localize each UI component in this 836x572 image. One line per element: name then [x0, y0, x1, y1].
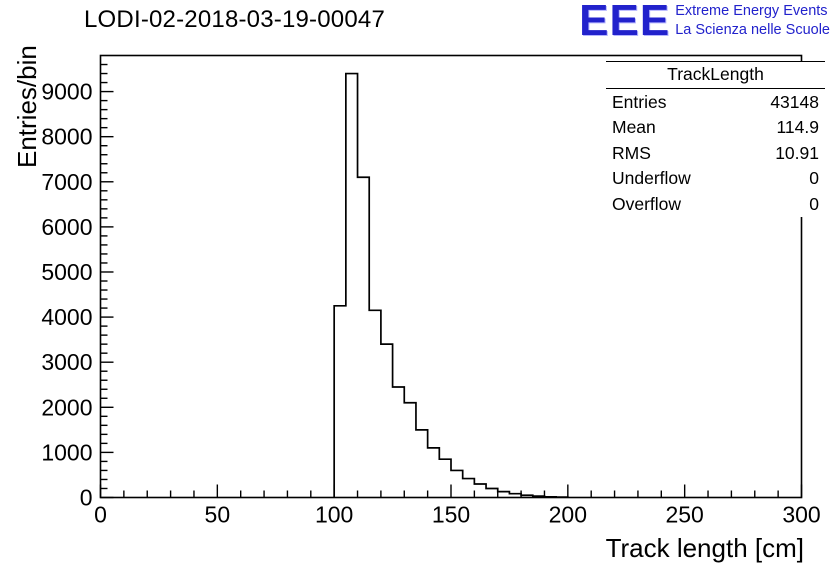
- stats-label: Entries: [612, 91, 667, 112]
- y-tick-label: 4000: [41, 304, 92, 330]
- stats-label: Underflow: [612, 168, 691, 188]
- y-tick-label: 7000: [41, 169, 92, 195]
- x-tick-label: 0: [94, 502, 107, 528]
- stats-label: Mean: [612, 117, 656, 137]
- y-tick-label: 5000: [41, 259, 92, 285]
- stats-label: Overflow: [612, 193, 682, 214]
- stats-value: 43148: [770, 91, 819, 112]
- eee-logo: EEE Extreme Energy Events La Scienza nel…: [579, 0, 830, 46]
- stats-value: 114.9: [776, 117, 820, 137]
- eee-logo-text: EEE: [579, 0, 671, 46]
- y-tick-label: 1000: [41, 439, 92, 465]
- stats-box: TrackLength Entries 43148 Mean 114.9 RMS…: [606, 61, 825, 217]
- x-tick-label: 250: [665, 502, 703, 528]
- y-tick-label: 0: [80, 485, 93, 511]
- stats-row-overflow: Overflow 0: [606, 191, 825, 217]
- stats-label: RMS: [612, 142, 651, 163]
- eee-logo-line2: La Scienza nelle Scuole: [675, 21, 830, 38]
- eee-logo-subtitle: Extreme Energy Events La Scienza nelle S…: [675, 2, 830, 40]
- histogram-line: [333, 72, 569, 498]
- y-tick-label: 8000: [41, 124, 92, 150]
- stats-row-entries: Entries 43148: [606, 89, 825, 115]
- stats-row-mean: Mean 114.9: [606, 115, 825, 141]
- stats-row-underflow: Underflow 0: [606, 166, 825, 192]
- stats-value: 0: [809, 193, 819, 214]
- stats-row-rms: RMS 10.91: [606, 140, 825, 166]
- x-tick-label: 50: [205, 502, 231, 528]
- eee-logo-line1: Extreme Energy Events: [675, 3, 828, 19]
- y-tick-label: 2000: [41, 394, 92, 420]
- plot-title: LODI-02-2018-03-19-00047: [84, 6, 385, 33]
- x-tick-label: 150: [432, 502, 470, 528]
- y-axis-title: Entries/bin: [12, 45, 42, 168]
- x-tick-label: 200: [549, 502, 587, 528]
- stats-box-title: TrackLength: [606, 62, 825, 89]
- y-tick-label: 6000: [41, 214, 92, 240]
- y-tick-label: 3000: [41, 349, 92, 375]
- x-tick-label: 100: [315, 502, 353, 528]
- x-axis-title: Track length [cm]: [605, 533, 804, 563]
- y-tick-label: 9000: [41, 79, 92, 105]
- stats-value: 0: [809, 168, 819, 188]
- stats-value: 10.91: [775, 142, 819, 163]
- x-tick-label: 300: [782, 502, 820, 528]
